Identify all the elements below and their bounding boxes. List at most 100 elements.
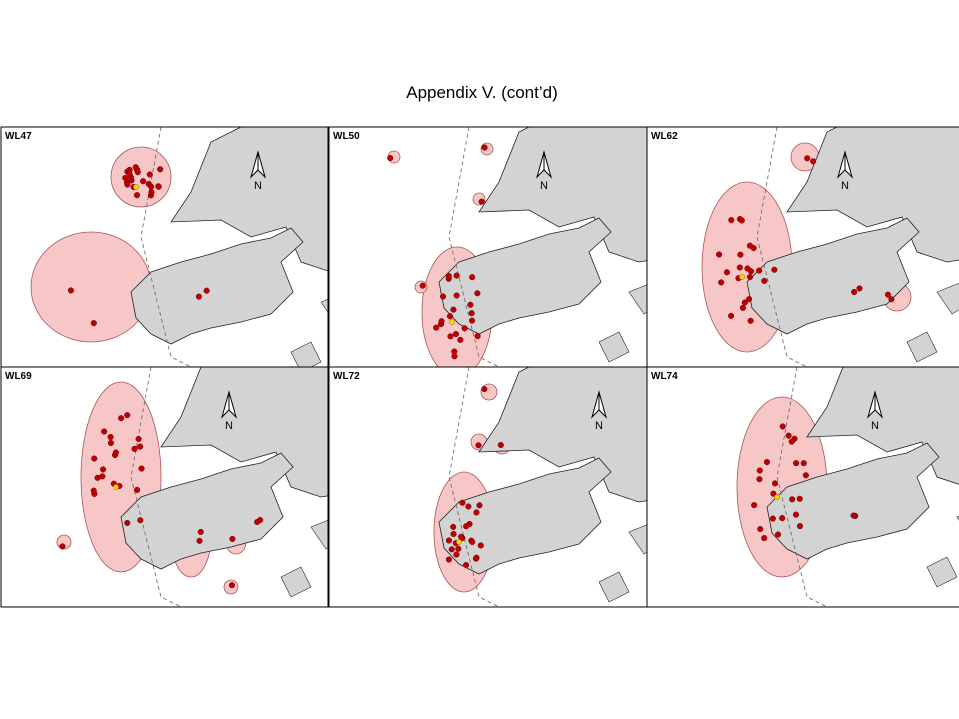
sighting: [796, 495, 803, 502]
sighting: [463, 523, 470, 530]
sighting: [884, 291, 892, 298]
sighting: [90, 487, 97, 494]
island: [120, 452, 294, 570]
sighting: [133, 192, 141, 199]
sighting: [458, 533, 465, 540]
boundary: [448, 127, 500, 367]
sighting: [124, 412, 131, 419]
sighting: [779, 423, 786, 430]
panel-label: WL69: [5, 371, 32, 382]
sighting: [67, 287, 74, 294]
sighting: [134, 486, 141, 493]
mainland: [478, 367, 656, 503]
map-body: [647, 127, 959, 367]
panel-label: WL74: [651, 371, 678, 382]
panel-label: WL72: [333, 371, 360, 382]
map-panel: N WL47: [0, 126, 329, 368]
north-label: N: [225, 420, 233, 432]
sighting: [461, 325, 468, 332]
sighting: [481, 144, 488, 151]
page-title: Appendix V. (cont’d): [406, 83, 558, 102]
sighting: [453, 272, 460, 279]
sighting: [138, 465, 145, 472]
sighting: [756, 476, 763, 483]
sighting: [802, 472, 809, 479]
boundary: [448, 367, 500, 607]
boundary: [130, 367, 182, 607]
sighting: [146, 171, 153, 178]
sighting-highlight: [774, 494, 780, 500]
small-island: [598, 331, 630, 363]
sighting: [135, 435, 142, 443]
panel-label: WL50: [333, 131, 360, 142]
sighting: [477, 542, 484, 549]
sighting: [155, 183, 162, 190]
small-island: [290, 341, 322, 367]
sighting: [463, 561, 470, 569]
sighting: [793, 460, 800, 467]
sighting: [718, 279, 725, 286]
sighting: [746, 296, 753, 303]
sighting: [450, 306, 457, 313]
sighting-highlight: [449, 319, 455, 325]
sighting: [203, 287, 210, 294]
sighting: [478, 198, 485, 205]
sighting: [476, 502, 483, 509]
sighting: [746, 242, 753, 249]
sighting: [796, 523, 803, 530]
north-label: N: [871, 420, 879, 432]
sighting: [124, 519, 131, 527]
sighting: [439, 293, 447, 300]
sighting: [132, 164, 139, 171]
sighting: [774, 531, 782, 538]
sighting: [856, 285, 863, 292]
sighting: [746, 273, 754, 281]
sighting: [128, 177, 135, 184]
panel-frame: [0, 366, 329, 608]
sighting: [888, 296, 895, 303]
sighting: [91, 455, 98, 462]
mainland: [170, 127, 328, 272]
sighting: [107, 433, 114, 441]
sighting: [738, 217, 745, 224]
small-island: [936, 282, 959, 315]
island: [746, 217, 920, 335]
sighting: [741, 299, 748, 306]
sighting: [736, 264, 743, 271]
sighting: [148, 189, 155, 196]
sighting: [229, 535, 236, 542]
sighting: [473, 509, 480, 516]
sighting: [728, 217, 735, 224]
panel-label: WL47: [5, 131, 32, 142]
sighting: [756, 467, 763, 474]
sighting: [99, 473, 106, 480]
sighting: [445, 556, 452, 563]
sighting: [481, 386, 488, 393]
sighting: [744, 265, 751, 272]
sighting: [126, 170, 133, 177]
island: [438, 217, 612, 335]
sighting: [771, 480, 779, 487]
sighting: [474, 333, 481, 340]
boundary: [756, 127, 808, 367]
north-label: N: [254, 180, 262, 192]
sighting: [137, 443, 144, 450]
sighting: [769, 515, 776, 522]
sighting: [757, 525, 764, 533]
sighting: [197, 528, 204, 535]
sighting: [90, 320, 97, 327]
sighting: [446, 313, 454, 320]
boundary: [140, 127, 192, 367]
north-label: N: [595, 420, 603, 432]
sighting: [447, 333, 454, 340]
sighting: [469, 538, 476, 545]
sighting: [453, 551, 460, 558]
sighting: [148, 183, 155, 190]
sighting: [450, 530, 457, 538]
map-panel: N WL50: [328, 126, 657, 368]
small-island: [598, 571, 630, 603]
sighting: [788, 438, 795, 445]
sighting: [850, 512, 857, 519]
sighting: [112, 449, 119, 456]
map-body: [1, 127, 328, 367]
